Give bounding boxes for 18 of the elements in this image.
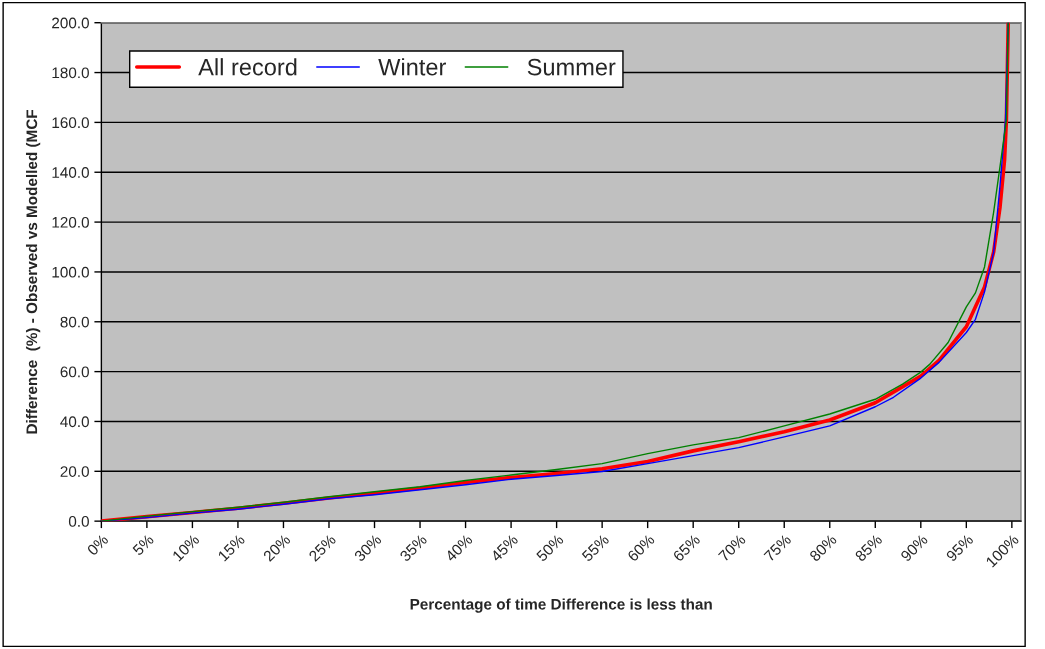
x-tick-label: 0%	[86, 533, 109, 557]
y-tick-label: 100.0	[52, 266, 89, 278]
legend-label: Winter	[378, 58, 446, 76]
legend-label: All record	[198, 58, 297, 76]
y-tick-label: 200.0	[52, 17, 89, 29]
y-axis-title: Difference (%) - Observed vs Modelled (MCF	[25, 109, 41, 434]
legend-label: Summer	[527, 58, 616, 76]
y-tick-label: 80.0	[60, 316, 89, 328]
y-tick-label: 160.0	[52, 117, 89, 129]
y-tick-label: 140.0	[52, 167, 89, 178]
x-tick-label: 5%	[132, 533, 155, 557]
y-tick-label: 40.0	[60, 416, 89, 428]
y-tick-label: 180.0	[52, 67, 89, 79]
y-tick-label: 0.0	[68, 516, 89, 527]
y-tick-label: 120.0	[52, 216, 89, 228]
y-tick-label: 20.0	[60, 466, 89, 477]
x-axis-title: Percentage of time Difference is less than	[410, 598, 712, 613]
y-tick-label: 60.0	[60, 366, 89, 378]
